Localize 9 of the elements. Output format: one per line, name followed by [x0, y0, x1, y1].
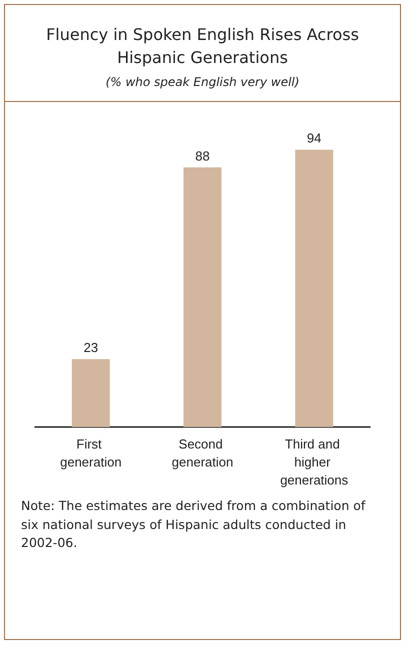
- x-tick-label: Second generation: [172, 436, 234, 470]
- chart-title: Fluency in Spoken English Rises Across Hispanic Generations: [45, 24, 360, 70]
- data-label: 23: [84, 340, 98, 356]
- data-label: 94: [306, 131, 322, 146]
- x-tick-label: First generation: [60, 436, 122, 470]
- chart-subtitle: (% who speak English very well): [104, 75, 300, 90]
- text: Note: The estimates are derived from a combination of six national surveys of Hispanic adults conducted in 2002-06.: [21, 497, 366, 552]
- data-label: 88: [195, 148, 210, 164]
- x-tick-label: Third and higher generations: [280, 436, 349, 488]
